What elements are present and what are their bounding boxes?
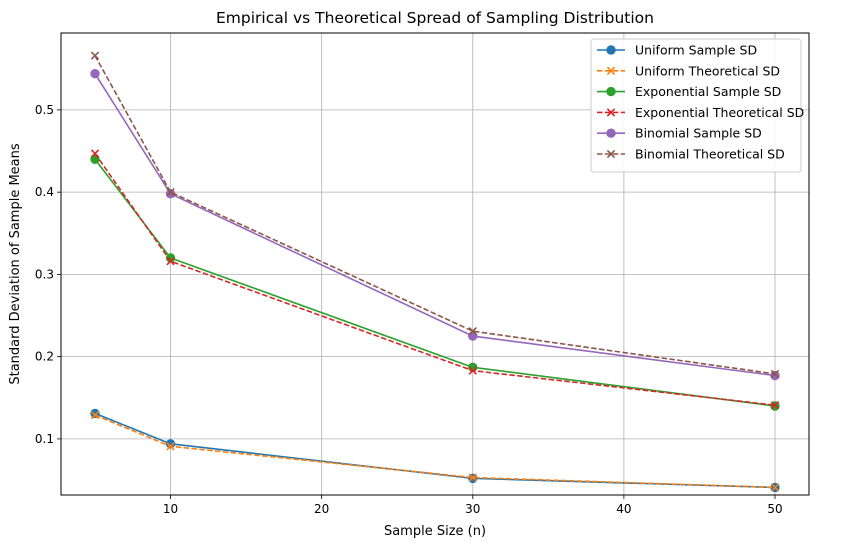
series-3 xyxy=(90,149,780,410)
data-point xyxy=(770,401,780,410)
data-point xyxy=(770,370,780,381)
legend-label: Exponential Theoretical SD xyxy=(635,105,804,120)
data-point xyxy=(166,187,175,197)
series-line xyxy=(94,73,776,377)
x-tick-label: 50 xyxy=(767,502,782,516)
x-tick-label: 40 xyxy=(616,502,631,516)
legend-label: Uniform Theoretical SD xyxy=(635,63,780,78)
y-axis-label: Standard Deviation of Sample Means xyxy=(8,143,23,385)
data-point xyxy=(166,442,175,451)
legend-marker xyxy=(606,108,616,117)
data-point xyxy=(90,149,100,158)
data-point xyxy=(468,366,477,375)
data-point xyxy=(468,473,477,482)
series-layer xyxy=(90,51,780,493)
series-line xyxy=(94,414,776,489)
y-tick-label: 0.3 xyxy=(35,267,54,281)
series-line xyxy=(94,55,776,375)
series-5 xyxy=(90,51,780,379)
legend-label: Uniform Sample SD xyxy=(635,43,757,58)
x-axis-label: Sample Size (n) xyxy=(384,524,486,539)
legend-item: Uniform Sample SD xyxy=(597,43,757,58)
legend-item: Binomial Sample SD xyxy=(597,126,762,141)
ticks: 10 20 30 40 50 0.1 0.2 0.3 0.4 0.5 xyxy=(35,103,783,516)
legend-item: Binomial Theoretical SD xyxy=(597,147,785,162)
legend-marker xyxy=(606,128,616,138)
y-tick-label: 0.5 xyxy=(35,103,54,117)
series-line xyxy=(94,412,776,489)
data-point xyxy=(166,257,175,266)
y-tick-label: 0.1 xyxy=(35,432,54,446)
data-point xyxy=(90,51,100,60)
y-tick-label: 0.4 xyxy=(35,185,54,199)
series-1 xyxy=(90,410,780,492)
chart-title: Empirical vs Theoretical Spread of Sampl… xyxy=(216,9,654,27)
x-tick-label: 30 xyxy=(465,502,480,516)
x-tick-label: 20 xyxy=(314,502,329,516)
series-line xyxy=(94,153,776,406)
legend-box xyxy=(590,38,802,173)
legend-label: Exponential Sample SD xyxy=(635,84,781,99)
legend-marker xyxy=(606,45,616,55)
legend-label: Binomial Theoretical SD xyxy=(635,147,785,162)
legend-item: Exponential Theoretical SD xyxy=(597,105,804,120)
legend-marker xyxy=(606,149,616,159)
plot-frame xyxy=(60,32,810,496)
data-point xyxy=(90,410,100,420)
x-tick-label: 10 xyxy=(163,502,178,516)
legend-marker xyxy=(606,66,616,75)
data-point xyxy=(468,326,477,336)
legend-item: Exponential Sample SD xyxy=(597,84,781,99)
y-tick-label: 0.2 xyxy=(35,350,54,364)
data-point xyxy=(770,483,780,492)
legend-item: Uniform Theoretical SD xyxy=(597,63,780,78)
legend-marker xyxy=(606,86,616,97)
legend-label: Binomial Sample SD xyxy=(635,126,762,141)
data-point xyxy=(90,69,100,79)
legend: Uniform Sample SD Uniform Theoretical SD E… xyxy=(590,38,804,173)
data-point xyxy=(770,369,780,379)
